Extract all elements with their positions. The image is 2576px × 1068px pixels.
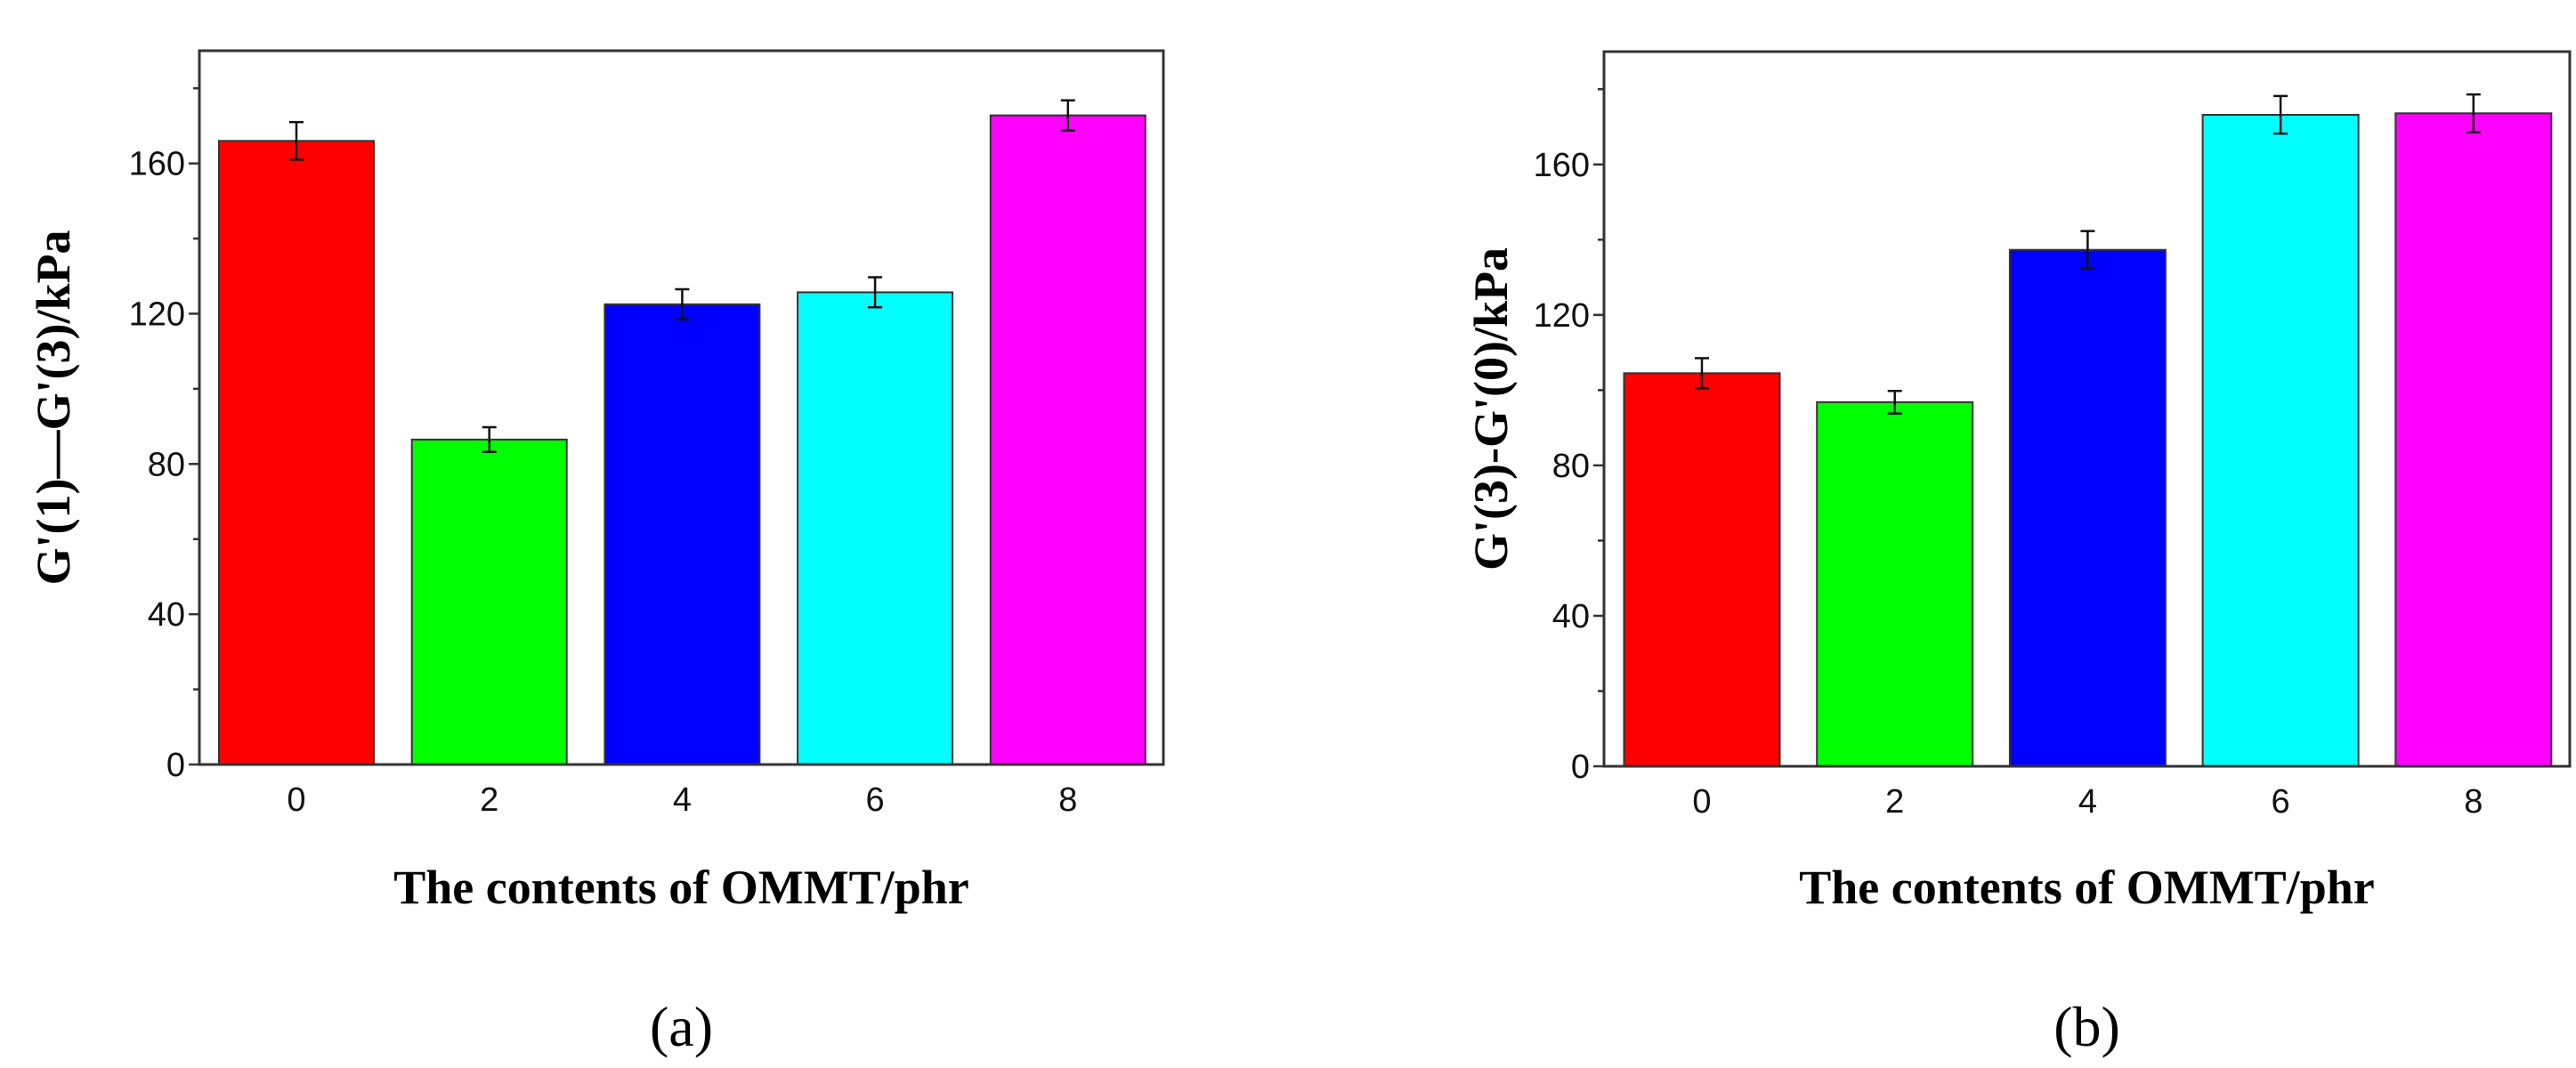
error-bar-8 [1060,99,1075,132]
plot-frame [198,49,1165,766]
y-tick-label: 40 [1552,598,1590,635]
error-bar-4 [2080,230,2095,271]
error-bar-6 [868,276,883,309]
error-bar-0 [289,120,304,161]
bar-4 [2008,248,2167,767]
bar-6 [797,291,954,765]
x-tick-label: 2 [480,781,498,819]
y-tick-label: 80 [1552,448,1590,485]
y-tick-label: 40 [148,596,185,634]
x-tick-label: 0 [1692,783,1711,821]
bar-4 [603,303,761,765]
y-tick-label: 160 [129,146,185,183]
x-tick-label: 4 [2078,783,2097,821]
bar-0 [1623,372,1781,767]
x-tick-label: 2 [1885,783,1904,821]
error-bar-6 [2273,94,2288,135]
y-tick-label: 80 [148,446,185,483]
x-tick-label: 6 [866,781,885,819]
x-tick-label: 8 [2464,783,2483,821]
y-axis-label: G'(3)-G'(0)/kPa [1464,247,1518,570]
bar-8 [2394,112,2553,767]
x-tick-label: 8 [1058,781,1077,819]
y-tick-label: 160 [1534,147,1590,184]
bar-2 [410,438,568,765]
plot-frame [1602,50,2572,768]
x-tick-label: 4 [673,781,692,819]
error-bar-4 [675,287,690,321]
x-axis-label: The contents of OMMT/phr [393,861,968,914]
y-axis-label: G'(1)—G'(3)/kPa [27,231,80,586]
error-bar-0 [1695,357,1709,390]
y-tick-label: 0 [1571,748,1590,786]
panel-label: (a) [650,995,713,1058]
bar-8 [989,114,1146,765]
x-tick-label: 6 [2272,783,2290,821]
error-bar-2 [1887,389,1902,415]
bar-6 [2201,114,2360,768]
panel-label: (b) [2054,995,2120,1058]
y-tick-label: 0 [166,747,185,784]
y-tick-label: 120 [1534,297,1590,335]
x-tick-label: 0 [287,781,305,819]
x-axis-label: The contents of OMMT/phr [1799,861,2374,914]
bar-2 [1816,400,1974,767]
error-bar-8 [2466,93,2481,134]
y-tick-label: 120 [129,295,185,333]
bar-0 [218,140,375,766]
error-bar-2 [482,425,497,454]
